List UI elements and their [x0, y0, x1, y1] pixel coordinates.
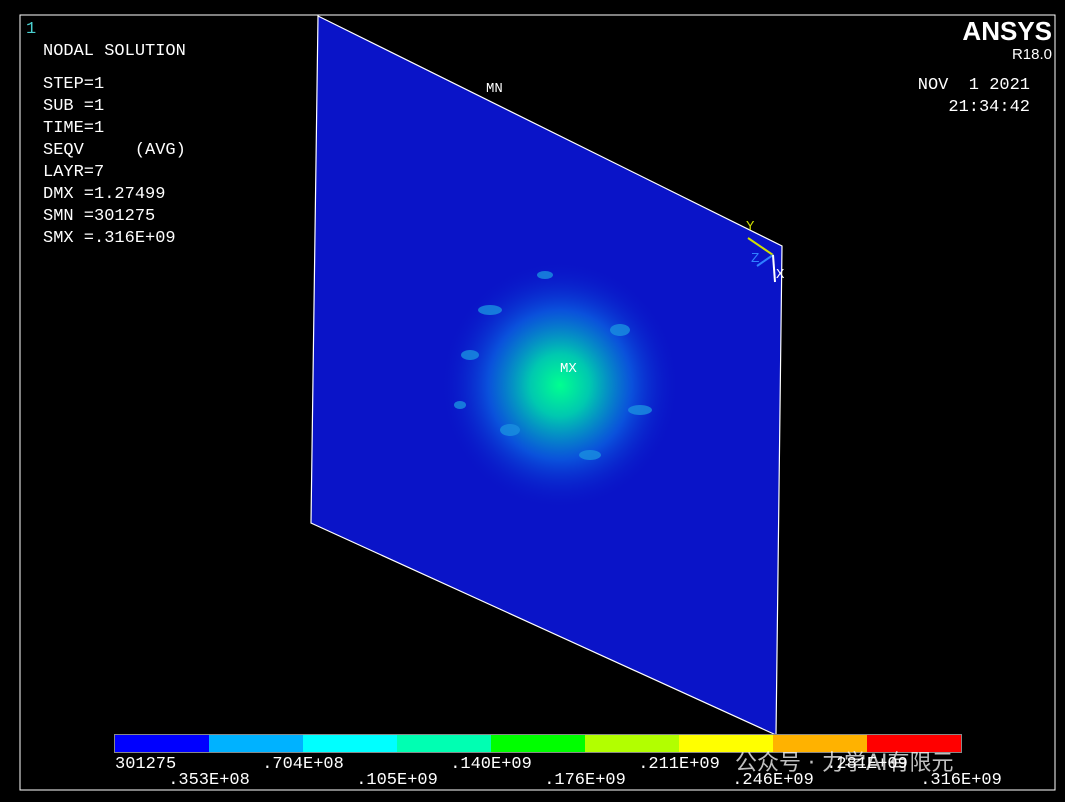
date: NOV 1 2021: [918, 76, 1030, 95]
info-line: STEP=1: [43, 75, 104, 94]
legend-label: .211E+09: [638, 755, 720, 774]
legend-box: [209, 735, 303, 752]
release: R18.0: [1012, 46, 1052, 63]
max-label: MX: [560, 361, 577, 377]
legend-label: .281E+09: [826, 755, 908, 774]
legend-box: [867, 735, 961, 752]
legend-box: [773, 735, 867, 752]
info-line: DMX =1.27499: [43, 185, 165, 204]
triad-y: Y: [746, 219, 755, 235]
logo: ANSYS: [962, 16, 1052, 46]
legend-box: [585, 735, 679, 752]
window-number: 1: [26, 20, 36, 39]
info-block: STEP=1 SUB =1 TIME=1 SEQV (AVG) LAYR=7 DMX =1…: [43, 75, 186, 248]
stress-contour: [440, 260, 680, 510]
legend-box: [303, 735, 397, 752]
info-line: LAYR=7: [43, 163, 104, 182]
contour-patches: [454, 271, 652, 460]
triad: [747, 237, 776, 283]
legend-label: 301275: [115, 755, 176, 774]
info-line: SEQV (AVG): [43, 141, 186, 160]
legend-box: [115, 735, 209, 752]
legend: 301275.353E+08 .704E+08 .105E+09 .140E+09 .1…: [114, 734, 1002, 790]
legend-label: .316E+09: [920, 771, 1002, 790]
info-line: SMN =301275: [43, 207, 155, 226]
triad-x: X: [776, 267, 785, 283]
legend-box: [397, 735, 491, 752]
legend-label: .246E+09: [732, 771, 814, 790]
legend-label: .353E+08: [168, 771, 250, 790]
info-line: SUB =1: [43, 97, 104, 116]
triad-z: Z: [751, 251, 759, 267]
legend-label: .704E+08: [262, 755, 344, 774]
info-line: SMX =.316E+09: [43, 229, 176, 248]
watermark: 公众号 · 力学AI有限元: [735, 751, 954, 776]
legend-label: .140E+09: [450, 755, 532, 774]
info-line: TIME=1: [43, 119, 104, 138]
viewport-border: [19, 14, 1056, 791]
time: 21:34:42: [948, 98, 1030, 117]
legend-box: [679, 735, 773, 752]
min-label: MN: [486, 81, 503, 97]
legend-label: .105E+09: [356, 771, 438, 790]
legend-label: .176E+09: [544, 771, 626, 790]
legend-box: [491, 735, 585, 752]
result-title: NODAL SOLUTION: [43, 42, 186, 61]
